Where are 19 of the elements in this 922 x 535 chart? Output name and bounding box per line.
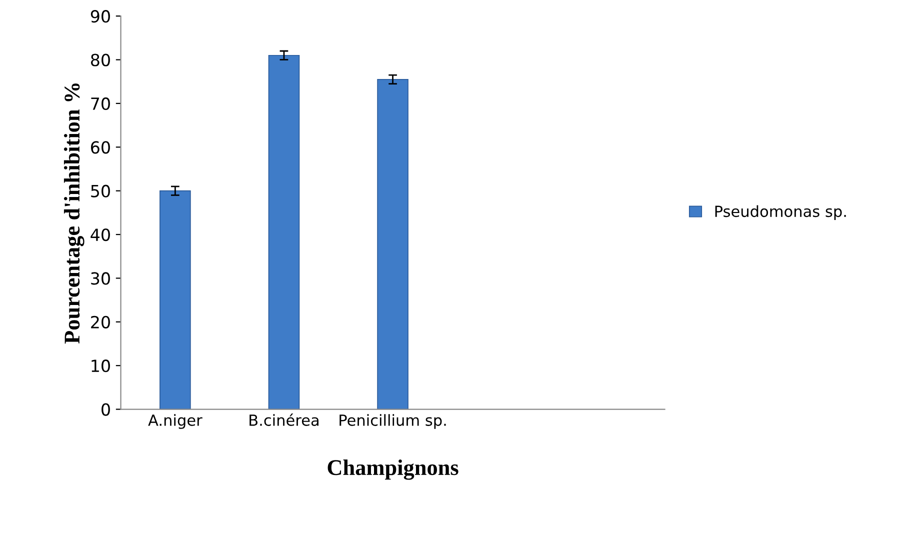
y-tick-label: 40 bbox=[90, 228, 110, 242]
x-tick-label: A.niger bbox=[148, 414, 202, 429]
y-tick-label: 80 bbox=[90, 54, 110, 66]
y-tick-label: 60 bbox=[91, 141, 110, 154]
bar bbox=[268, 54, 300, 410]
y-tick-label: 20 bbox=[91, 316, 110, 328]
y-tick-label: 30 bbox=[91, 272, 110, 285]
y-tick-label: 90 bbox=[90, 10, 110, 23]
x-axis-title: Champignons bbox=[328, 459, 458, 480]
y-tick-label: 10 bbox=[92, 360, 110, 372]
y-tick-label: 50 bbox=[91, 184, 110, 198]
legend-label: Pseudomonas sp. bbox=[715, 205, 846, 220]
x-tick-label: B.cinérea bbox=[250, 414, 318, 426]
x-tick-label: Penicillium sp. bbox=[340, 414, 446, 429]
bar bbox=[377, 78, 408, 410]
y-tick-label: 70 bbox=[91, 97, 110, 110]
y-axis-title: Pourcentage d'inhibition % bbox=[64, 83, 84, 344]
y-tick-label: 0 bbox=[102, 403, 110, 416]
bar bbox=[160, 190, 191, 410]
